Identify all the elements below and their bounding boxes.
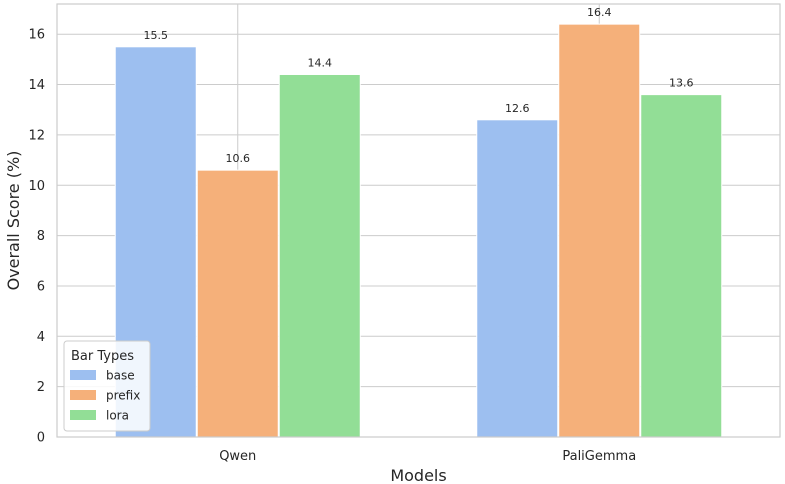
y-tick-label: 14 xyxy=(28,78,45,93)
y-tick-label: 12 xyxy=(28,128,45,143)
bar-lora-paligemma xyxy=(640,94,723,438)
bar-prefix-paligemma xyxy=(558,23,641,438)
plot-frame xyxy=(56,3,781,438)
data-label-prefix-qwen: 10.6 xyxy=(226,152,251,165)
y-tick-label: 8 xyxy=(37,229,45,244)
data-label-base-paligemma: 12.6 xyxy=(505,102,530,115)
legend-swatch-prefix xyxy=(70,390,96,400)
legend-swatch-base xyxy=(70,370,96,380)
x-axis-label: Models xyxy=(390,466,446,484)
data-label-prefix-paligemma: 16.4 xyxy=(587,6,612,19)
y-tick-label: 10 xyxy=(28,179,45,194)
data-labels: 15.5 12.6 10.6 16.4 14.4 13.6 xyxy=(144,6,694,165)
x-axis-ticks: Qwen PaliGemma xyxy=(219,449,636,464)
y-tick-label: 6 xyxy=(37,279,45,294)
bars xyxy=(114,23,723,438)
x-tick-label: PaliGemma xyxy=(562,449,636,464)
y-tick-label: 4 xyxy=(37,330,45,345)
legend-label-base: base xyxy=(106,369,135,383)
legend-items: base prefix lora xyxy=(70,369,140,423)
data-label-lora-qwen: 14.4 xyxy=(308,56,333,69)
y-axis-ticks: 0 2 4 6 8 10 12 14 16 xyxy=(28,28,45,446)
data-label-base-qwen: 15.5 xyxy=(144,29,169,42)
y-axis-label: Overall Score (%) xyxy=(4,151,23,291)
y-tick-label: 2 xyxy=(37,380,45,395)
legend-title: Bar Types xyxy=(71,349,134,364)
y-tick-label: 16 xyxy=(28,28,45,43)
y-tick-label: 0 xyxy=(37,431,45,446)
data-label-lora-paligemma: 13.6 xyxy=(669,77,694,90)
bar-lora-qwen xyxy=(278,73,361,438)
legend-label-prefix: prefix xyxy=(106,389,140,403)
legend-label-lora: lora xyxy=(106,409,129,423)
x-tick-label: Qwen xyxy=(219,449,256,464)
legend: Bar Types base prefix lora xyxy=(63,340,151,432)
bar-base-paligemma xyxy=(476,119,559,438)
legend-box xyxy=(63,340,151,432)
legend-swatch-lora xyxy=(70,410,96,420)
bar-prefix-qwen xyxy=(196,169,279,438)
